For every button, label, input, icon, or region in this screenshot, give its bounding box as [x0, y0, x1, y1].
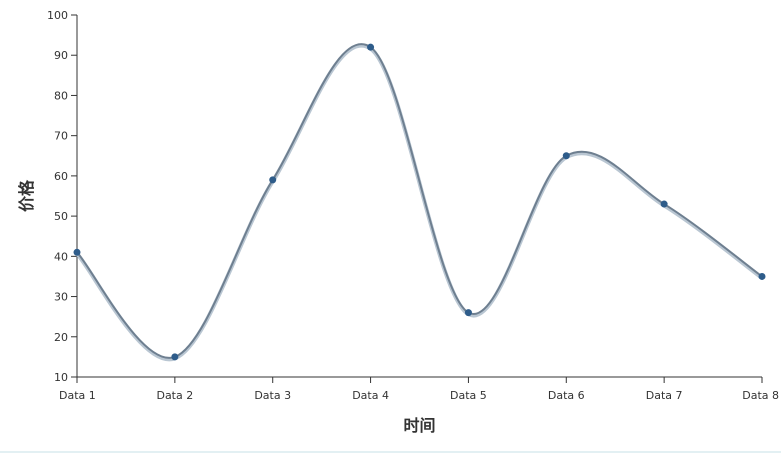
x-tick-label: Data 1	[59, 389, 96, 402]
data-point[interactable]	[171, 353, 179, 361]
x-tick-label: Data 8	[742, 389, 779, 402]
x-tick-label: Data 7	[646, 389, 683, 402]
x-axis-ticks: Data 1 Data 2 Data 3 Data 4 Data 5 Data 6 Data…	[59, 377, 779, 402]
y-tick-label: 80	[54, 89, 68, 102]
y-axis-ticks: 10 20 30 40 50 60 70 80 90 100	[47, 9, 77, 384]
y-tick-label: 60	[54, 170, 68, 183]
x-axis-title: 时间	[403, 416, 435, 435]
x-tick-label: Data 4	[352, 389, 389, 402]
data-point[interactable]	[562, 152, 570, 160]
data-point[interactable]	[73, 248, 81, 256]
y-tick-label: 40	[54, 250, 68, 263]
y-tick-label: 90	[54, 49, 68, 62]
y-tick-label: 10	[54, 371, 68, 384]
x-tick-label: Data 6	[548, 389, 585, 402]
data-point[interactable]	[660, 200, 668, 208]
series-line-shadow	[75, 43, 764, 362]
data-point[interactable]	[269, 176, 277, 184]
data-points	[73, 43, 766, 361]
y-tick-label: 30	[54, 291, 68, 304]
y-axis-title: 价格	[17, 179, 36, 212]
data-point[interactable]	[367, 43, 375, 51]
data-point[interactable]	[758, 272, 766, 280]
x-tick-label: Data 2	[156, 389, 193, 402]
y-tick-label: 100	[47, 9, 68, 22]
data-point[interactable]	[464, 309, 472, 317]
series-line	[76, 43, 763, 359]
x-tick-label: Data 5	[450, 389, 487, 402]
series-layer	[75, 43, 764, 362]
x-tick-label: Data 3	[254, 389, 291, 402]
y-tick-label: 50	[54, 210, 68, 223]
y-tick-label: 70	[54, 130, 68, 143]
y-tick-label: 20	[54, 331, 68, 344]
